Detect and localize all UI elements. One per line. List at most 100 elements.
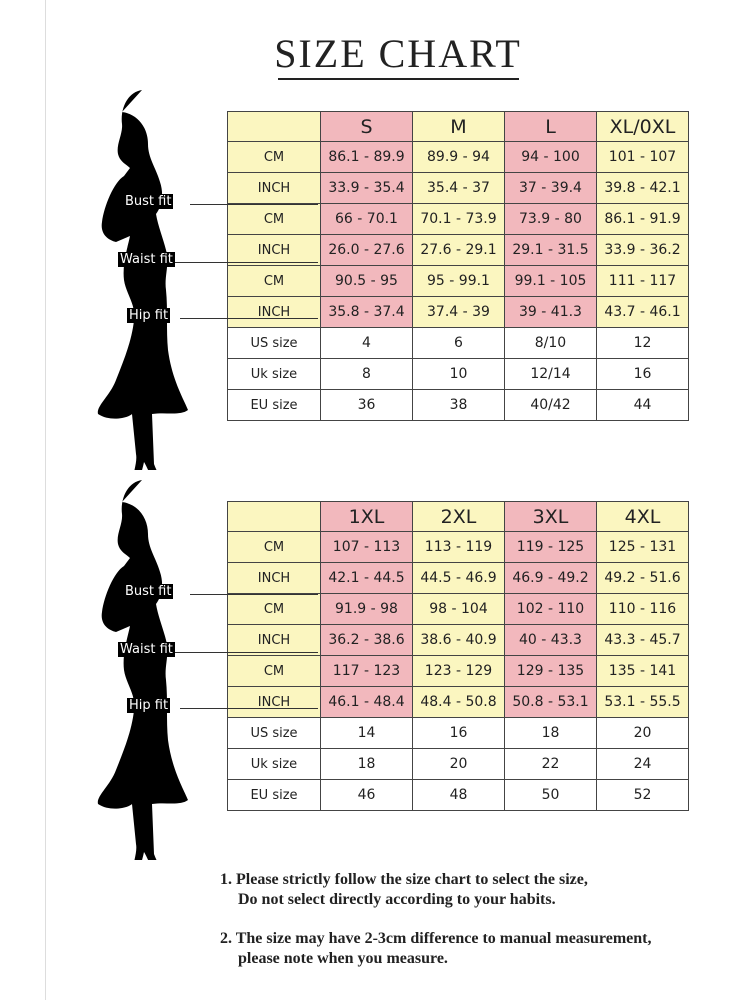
table-cell: 40 - 43.3 (504, 624, 597, 656)
table-row: CM 91.9 - 98 98 - 104 102 - 110 110 - 116 (227, 593, 689, 625)
row-label: CM (227, 203, 321, 235)
table-cell: 43.3 - 45.7 (596, 624, 689, 656)
size-table-2: 1XL 2XL 3XL 4XL CM 107 - 113 113 - 119 119 - 12… (227, 501, 689, 811)
table-cell: 110 - 116 (596, 593, 689, 625)
table-cell: 6 (412, 327, 505, 359)
fit-label-hip: Hip fit (127, 698, 171, 713)
header-blank (227, 501, 321, 532)
size-header: M (412, 111, 505, 142)
row-label: US size (227, 717, 321, 749)
table-cell: 8/10 (504, 327, 597, 359)
table-cell: 39 - 41.3 (504, 296, 597, 328)
page-title: SIZE CHART (274, 31, 522, 76)
table-cell: 18 (320, 748, 413, 780)
measure-line (180, 318, 318, 319)
row-label: CM (227, 655, 321, 687)
table-cell: 70.1 - 73.9 (412, 203, 505, 235)
table-cell: 94 - 100 (504, 141, 597, 173)
table-row: CM 117 - 123 123 - 129 129 - 135 135 - 141 (227, 655, 689, 687)
table-cell: 43.7 - 46.1 (596, 296, 689, 328)
row-label: INCH (227, 624, 321, 656)
table-row: CM 90.5 - 95 95 - 99.1 99.1 - 105 111 - 117 (227, 265, 689, 297)
table-cell: 86.1 - 89.9 (320, 141, 413, 173)
table-cell: 38 (412, 389, 505, 421)
size-header: L (504, 111, 597, 142)
table-cell: 35.4 - 37 (412, 172, 505, 204)
table-cell: 48 (412, 779, 505, 811)
table-cell: 107 - 113 (320, 531, 413, 563)
table-row: CM 66 - 70.1 70.1 - 73.9 73.9 - 80 86.1 - 91… (227, 203, 689, 235)
table-row: CM 86.1 - 89.9 89.9 - 94 94 - 100 101 - 107 (227, 141, 689, 173)
table-cell: 89.9 - 94 (412, 141, 505, 173)
table-cell: 35.8 - 37.4 (320, 296, 413, 328)
table-cell: 26.0 - 27.6 (320, 234, 413, 266)
woman-silhouette (90, 90, 220, 486)
table-cell: 37 - 39.4 (504, 172, 597, 204)
table-row: INCH 33.9 - 35.4 35.4 - 37 37 - 39.4 39.8 - … (227, 172, 689, 204)
row-label: Uk size (227, 358, 321, 390)
table-row: Uk size 8 10 12/14 16 (227, 358, 689, 390)
table-cell: 40/42 (504, 389, 597, 421)
row-label: CM (227, 265, 321, 297)
table-cell: 24 (596, 748, 689, 780)
table-cell: 46.1 - 48.4 (320, 686, 413, 718)
table-row: INCH 36.2 - 38.6 38.6 - 40.9 40 - 43.3 43.3 … (227, 624, 689, 656)
table-cell: 39.8 - 42.1 (596, 172, 689, 204)
note-1-line1: 1. Please strictly follow the size chart… (220, 871, 588, 888)
table-cell: 33.9 - 36.2 (596, 234, 689, 266)
table-cell: 53.1 - 55.5 (596, 686, 689, 718)
table-row: EU size 46 48 50 52 (227, 779, 689, 811)
note-1: 1. Please strictly follow the size chart… (220, 870, 651, 910)
size-table-1: S M L XL/0XL CM 86.1 - 89.9 89.9 - 94 94 - 100 1… (227, 111, 689, 421)
table-cell: 117 - 123 (320, 655, 413, 687)
table-cell: 125 - 131 (596, 531, 689, 563)
table-cell: 50.8 - 53.1 (504, 686, 597, 718)
table-cell: 119 - 125 (504, 531, 597, 563)
woman-silhouette (90, 480, 220, 876)
table-cell: 38.6 - 40.9 (412, 624, 505, 656)
table-cell: 50 (504, 779, 597, 811)
row-label: EU size (227, 389, 321, 421)
size-header: S (320, 111, 413, 142)
table-cell: 99.1 - 105 (504, 265, 597, 297)
table-cell: 42.1 - 44.5 (320, 562, 413, 594)
table-row: Uk size 18 20 22 24 (227, 748, 689, 780)
table-cell: 36 (320, 389, 413, 421)
table-cell: 18 (504, 717, 597, 749)
table-cell: 95 - 99.1 (412, 265, 505, 297)
table-cell: 123 - 129 (412, 655, 505, 687)
measure-line (190, 204, 318, 205)
table-cell: 36.2 - 38.6 (320, 624, 413, 656)
size-header-row: 1XL 2XL 3XL 4XL (227, 501, 689, 532)
table-cell: 102 - 110 (504, 593, 597, 625)
table-cell: 49.2 - 51.6 (596, 562, 689, 594)
measure-line (180, 708, 318, 709)
size-header: 3XL (504, 501, 597, 532)
note-2: 2. The size may have 2-3cm difference to… (220, 929, 651, 969)
table-row: INCH 42.1 - 44.5 44.5 - 46.9 46.9 - 49.2 49.… (227, 562, 689, 594)
table-cell: 33.9 - 35.4 (320, 172, 413, 204)
row-label: INCH (227, 562, 321, 594)
measure-line (175, 652, 318, 653)
table-row: INCH 46.1 - 48.4 48.4 - 50.8 50.8 - 53.1 53.… (227, 686, 689, 718)
table-cell: 29.1 - 31.5 (504, 234, 597, 266)
notes: 1. Please strictly follow the size chart… (220, 870, 651, 988)
table-cell: 14 (320, 717, 413, 749)
table-cell: 52 (596, 779, 689, 811)
table-row: EU size 36 38 40/42 44 (227, 389, 689, 421)
note-1-line2: Do not select directly according to your… (238, 891, 556, 908)
fit-label-bust: Bust fit (123, 194, 174, 209)
fit-label-bust: Bust fit (123, 584, 174, 599)
table-cell: 12 (596, 327, 689, 359)
size-header: 1XL (320, 501, 413, 532)
table-cell: 129 - 135 (504, 655, 597, 687)
table-cell: 22 (504, 748, 597, 780)
title-underline (278, 78, 519, 80)
table-cell: 90.5 - 95 (320, 265, 413, 297)
table-cell: 8 (320, 358, 413, 390)
row-label: US size (227, 327, 321, 359)
table-row: US size 4 6 8/10 12 (227, 327, 689, 359)
table-cell: 46 (320, 779, 413, 811)
fit-label-hip: Hip fit (127, 308, 171, 323)
measure-line (190, 594, 318, 595)
